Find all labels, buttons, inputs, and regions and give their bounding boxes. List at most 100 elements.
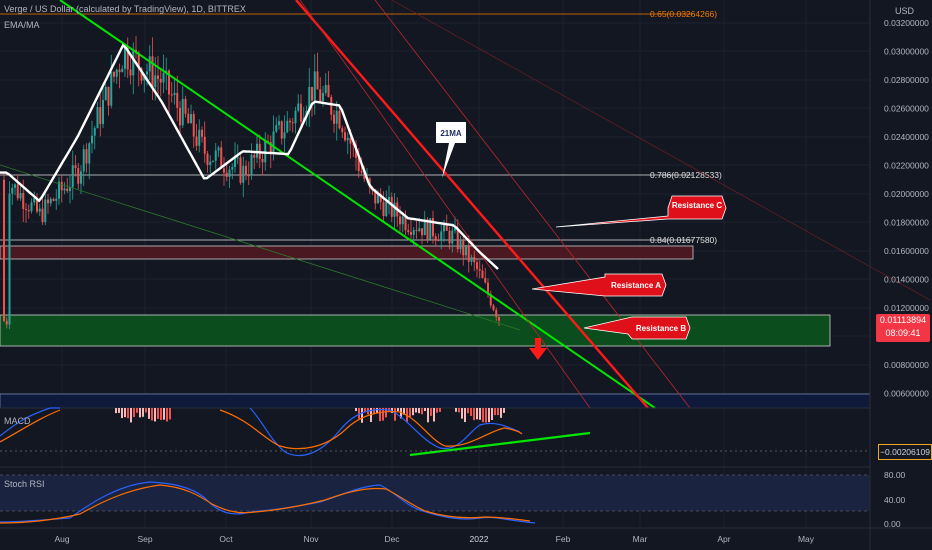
macd-bar <box>415 408 417 413</box>
time-axis[interactable]: Aug Sep Oct Nov Dec 2022 Feb Mar Apr May <box>54 534 814 544</box>
candle-body <box>3 179 5 321</box>
macd-histogram <box>115 408 505 423</box>
resistance-channel-lower <box>299 0 591 409</box>
candle-body <box>313 71 316 101</box>
macd-bar <box>379 408 381 422</box>
candle-body <box>58 181 60 199</box>
candle-body <box>319 89 322 102</box>
macd-bar <box>154 408 156 422</box>
macd-line <box>0 407 521 457</box>
candle-body <box>423 219 426 236</box>
candle-body <box>360 171 363 173</box>
macd-bar <box>157 408 159 419</box>
candle-body <box>335 110 338 124</box>
macd-bar <box>394 408 396 421</box>
thin-support-line <box>0 164 521 331</box>
fib-0786-label: 0.786(0.02128533) <box>650 170 722 180</box>
candle-body <box>88 143 91 164</box>
macd-bar <box>503 408 505 413</box>
candle-body <box>99 107 102 125</box>
candle-body <box>470 257 473 262</box>
last-price-badge: 0.01113894 08:09:41 <box>876 314 930 342</box>
candle-body <box>385 201 388 217</box>
macd-bar <box>382 408 384 421</box>
macd-bar <box>488 408 490 423</box>
candle-body <box>36 197 38 212</box>
candle-body <box>151 56 154 88</box>
candle-body <box>440 231 443 241</box>
candle-body <box>412 230 415 235</box>
candle-body <box>280 121 283 139</box>
macd-bar <box>476 408 478 420</box>
candle-body <box>242 165 245 183</box>
candle-body <box>489 294 492 306</box>
macd-bar <box>482 408 484 423</box>
candle-body <box>33 197 36 203</box>
candle-body <box>176 92 179 108</box>
candle-body <box>148 56 151 72</box>
candle-body <box>300 103 302 122</box>
macd-bar <box>148 408 150 419</box>
bottom-level-band <box>0 393 871 409</box>
candle-body <box>195 136 198 146</box>
candle-body <box>418 228 421 232</box>
macd-bar <box>142 408 144 417</box>
candle-body <box>324 85 327 93</box>
candle-body <box>410 232 412 235</box>
macd-bar <box>358 408 360 419</box>
macd-bar <box>473 408 475 421</box>
candle-body <box>206 153 209 165</box>
candle-body <box>346 137 349 141</box>
candle-body <box>137 52 140 69</box>
candle-body <box>481 270 484 279</box>
candle-body <box>401 216 404 225</box>
macd-bar <box>121 408 123 419</box>
candle-body <box>201 129 203 137</box>
candle-body <box>63 188 66 191</box>
candle-body <box>212 160 214 162</box>
candle-body <box>269 141 272 154</box>
candle-body <box>157 75 159 79</box>
candle-body <box>93 128 96 136</box>
candle-body <box>333 114 335 124</box>
macd-bar <box>118 408 120 413</box>
candle-body <box>341 128 344 133</box>
resistance-channel-upper <box>374 0 691 409</box>
candle-body <box>140 68 143 81</box>
price-tick-label: 0.03000000 <box>884 47 929 57</box>
candle-body <box>327 85 330 98</box>
candle-body <box>55 198 58 201</box>
macd-bar <box>136 408 138 413</box>
macd-bar <box>169 408 171 420</box>
candle-body <box>102 100 104 125</box>
candle-body <box>338 110 341 129</box>
macd-bar <box>433 408 435 422</box>
candle-body <box>349 137 352 144</box>
candle-body <box>41 208 44 223</box>
candle-body <box>22 192 25 209</box>
rsi-pane-label[interactable]: Stoch RSI <box>4 479 45 489</box>
candle-body <box>179 107 181 126</box>
resistance-c-callout <box>555 195 727 228</box>
candle-body <box>294 110 297 124</box>
candle-body <box>132 49 135 76</box>
candle-body <box>118 69 121 73</box>
candle-body <box>253 154 256 158</box>
candle-body <box>289 120 291 123</box>
macd-bar <box>497 408 499 416</box>
candle-body <box>129 69 132 76</box>
candle-body <box>399 216 401 225</box>
macd-bar <box>127 408 129 419</box>
candle-body <box>286 120 289 133</box>
macd-bar <box>166 408 168 422</box>
rsi-tick-label: 0.00 <box>884 519 901 529</box>
ma-callout-bubble <box>436 122 466 178</box>
indicator-legend[interactable]: EMA/MA <box>4 20 40 30</box>
macd-signal-line <box>0 409 523 450</box>
candle-body <box>80 171 82 184</box>
candle-body <box>272 131 275 154</box>
candle-body <box>228 169 231 177</box>
macd-pane-label[interactable]: MACD <box>4 416 31 426</box>
candle-body <box>115 69 118 77</box>
